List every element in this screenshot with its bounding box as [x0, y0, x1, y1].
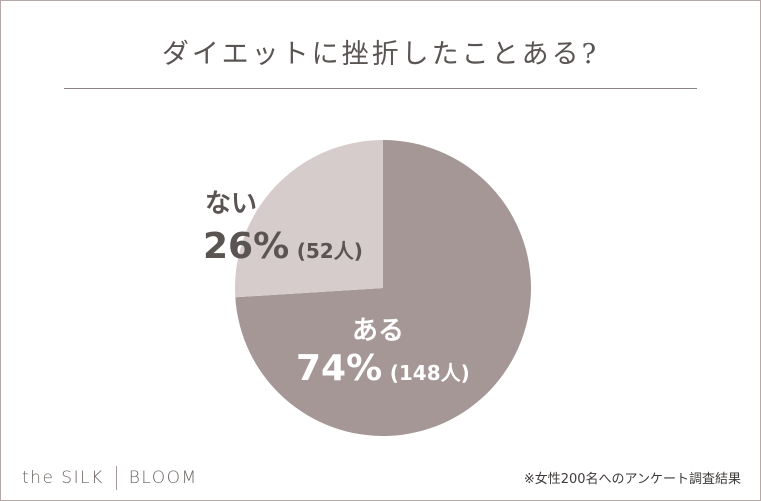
brand-separator — [115, 466, 117, 490]
pie-slice-aru — [235, 140, 531, 436]
slice-percent-nai: 26% — [203, 226, 289, 267]
title-divider — [64, 88, 697, 89]
slice-count-aru: (148人) — [390, 361, 470, 385]
survey-footnote: ※女性200名へのアンケート調査結果 — [523, 472, 741, 487]
slice-count-nai: (52人) — [297, 239, 363, 263]
pie-slice-nai — [234, 140, 383, 298]
svg-text:26% (52人): 26% (52人) — [203, 226, 363, 267]
brand-right: BLOOM — [128, 468, 198, 488]
chart-title: ダイエットに挫折したことある? — [161, 39, 600, 70]
brand-left: the SILK — [22, 468, 104, 488]
slice-percent-aru: 74% — [296, 348, 382, 389]
brand-logo: the SILK BLOOM — [22, 466, 198, 490]
svg-text:74% (148人): 74% (148人) — [296, 348, 470, 389]
slice-label-aru: ある — [352, 316, 404, 346]
slice-label-nai: ない — [205, 189, 257, 219]
